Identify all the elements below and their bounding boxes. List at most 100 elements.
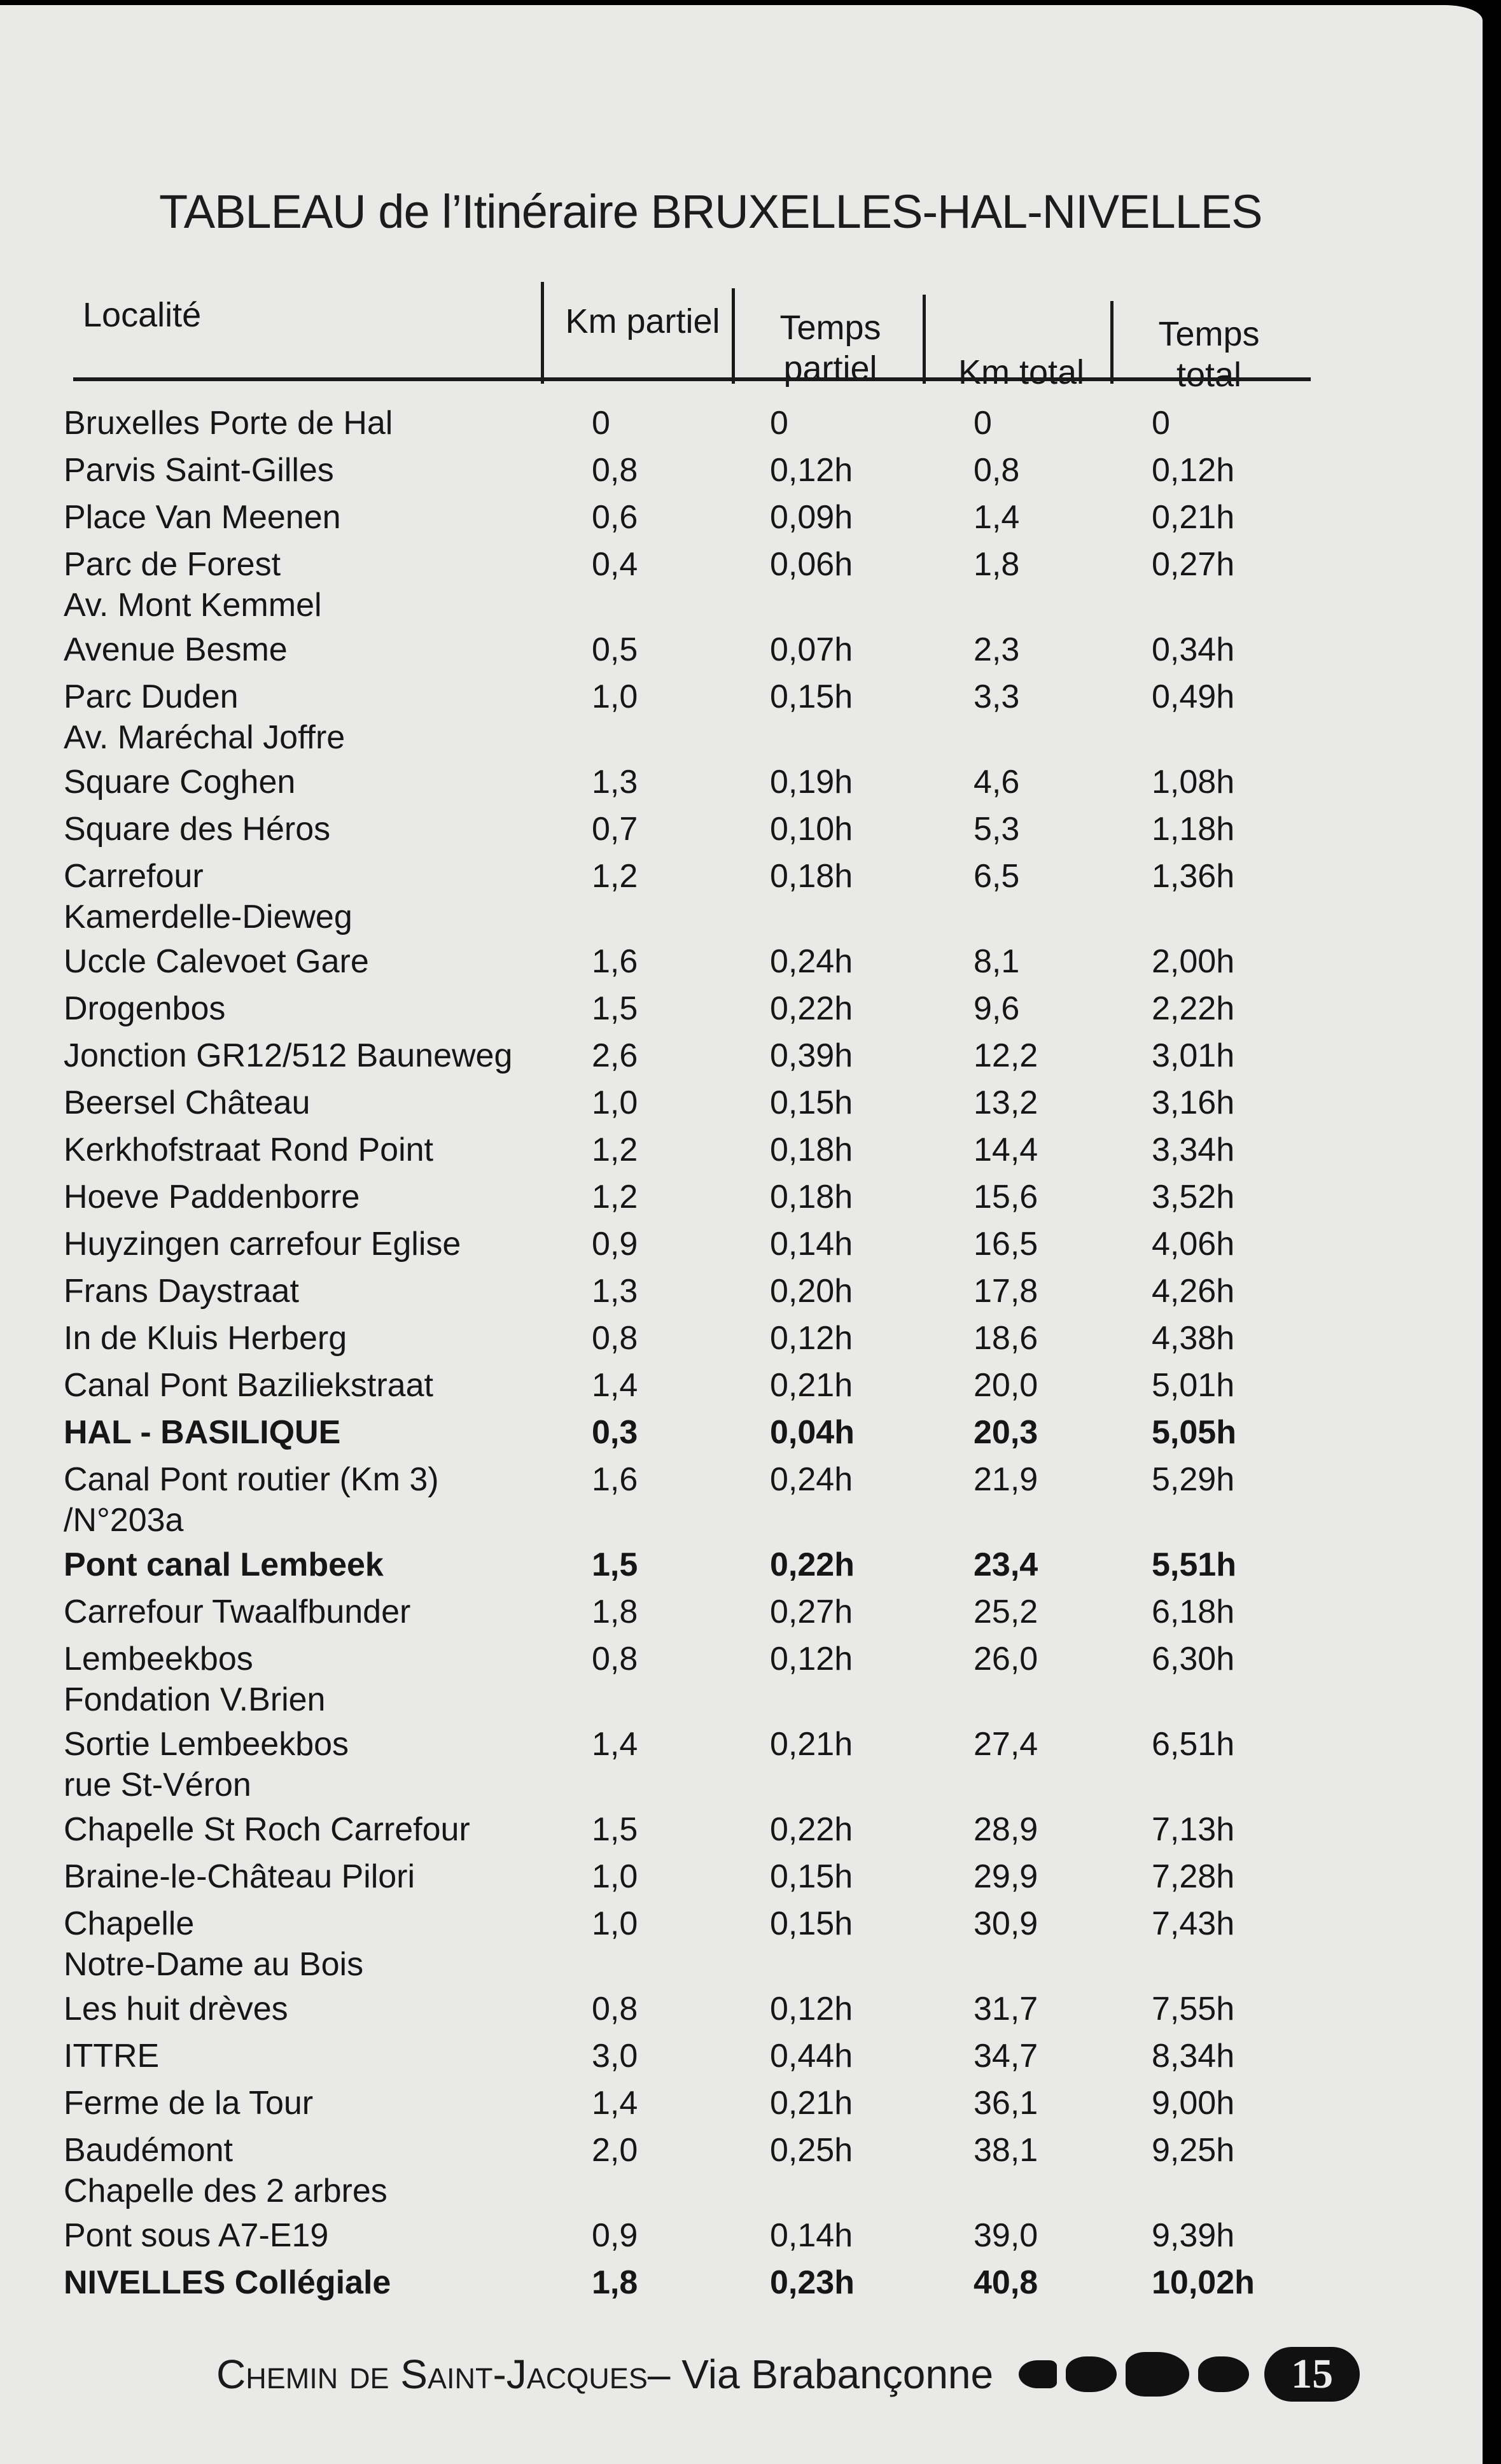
locality-detail: /N°203a — [64, 1502, 184, 1539]
cell-time-total: 7,13h — [1152, 1811, 1235, 1848]
column-divider — [541, 282, 544, 384]
cell-locality: ITTRE — [57, 2036, 566, 2076]
cell-time-total: 0,27h — [1152, 546, 1235, 583]
cell-km-total: 39,0 — [974, 2217, 1038, 2254]
cell-time-total: 0,49h — [1152, 678, 1235, 715]
cell-time-partial: 0,25h — [770, 2132, 853, 2169]
cell-time-partial: 0,20h — [770, 1273, 853, 1310]
cell-locality: Ferme de la Tour — [57, 2083, 566, 2124]
cell-time-total: 5,01h — [1152, 1367, 1235, 1404]
header-time-partial: Temps partiel — [779, 309, 881, 388]
cell-locality: HAL - BASILIQUE — [57, 1412, 566, 1453]
cell-km-partial: 3,0 — [592, 2038, 638, 2075]
locality-name: Beersel Château — [64, 1084, 311, 1121]
cell-km-total: 9,6 — [974, 990, 1020, 1027]
table-row: Chapelle Notre-Dame au Bois 1,0 0,15h 30,9 7,… — [57, 1903, 1311, 1985]
cell-time-partial: 0,15h — [770, 1858, 853, 1895]
cell-locality: Pont canal Lembeek — [57, 1544, 566, 1585]
table-row: Square des Héros 0,7 0,10h 5,3 1,18h — [57, 809, 1311, 850]
table-row: HAL - BASILIQUE 0,3 0,04h 20,3 5,05h — [57, 1412, 1311, 1453]
cell-time-partial: 0,07h — [770, 631, 853, 668]
locality-name: Huyzingen carrefour Eglise — [64, 1226, 461, 1263]
cell-time-partial: 0,12h — [770, 1991, 853, 2027]
cell-time-partial: 0 — [770, 405, 788, 442]
locality-name: Braine-le-Château Pilori — [64, 1858, 415, 1895]
table-row: Parc de Forest Av. Mont Kemmel 0,4 0,06h 1,8… — [57, 544, 1311, 626]
cell-time-total: 5,29h — [1152, 1461, 1235, 1498]
locality-detail: Av. Mont Kemmel — [64, 587, 322, 624]
cell-km-partial: 1,5 — [592, 1811, 638, 1848]
cell-km-partial: 0,8 — [592, 1320, 638, 1357]
locality-detail: Notre-Dame au Bois — [64, 1946, 364, 1983]
cell-time-partial: 0,12h — [770, 1320, 853, 1357]
locality-name: HAL - BASILIQUE — [64, 1414, 341, 1451]
cell-km-partial: 1,3 — [592, 1273, 638, 1310]
cell-time-total: 2,22h — [1152, 990, 1235, 1027]
cell-locality: Drogenbos — [57, 988, 566, 1029]
cell-time-total: 3,52h — [1152, 1179, 1235, 1215]
locality-name: Parc Duden — [64, 678, 239, 715]
cell-time-total: 9,00h — [1152, 2085, 1235, 2122]
cell-km-total: 0 — [974, 405, 992, 442]
header-time-total: Temps total — [1158, 315, 1260, 394]
cell-locality: NIVELLES Collégiale — [57, 2262, 566, 2303]
cell-locality: Parc Duden Av. Maréchal Joffre — [57, 676, 566, 758]
cell-km-total: 30,9 — [974, 1905, 1038, 1942]
cell-km-total: 15,6 — [974, 1179, 1038, 1215]
locality-name: Kerkhofstraat Rond Point — [64, 1131, 433, 1168]
table-row: Pont sous A7-E19 0,9 0,14h 39,0 9,39h — [57, 2215, 1311, 2256]
footer-decoration: 15 — [1019, 2347, 1360, 2402]
cell-time-partial: 0,14h — [770, 1226, 853, 1263]
cell-locality: Braine-le-Château Pilori — [57, 1856, 566, 1897]
cell-time-partial: 0,27h — [770, 1593, 853, 1630]
locality-name: ITTRE — [64, 2038, 160, 2075]
cell-km-partial: 1,0 — [592, 1905, 638, 1942]
cell-locality: Canal Pont routier (Km 3) /N°203a — [57, 1459, 566, 1541]
cell-time-partial: 0,44h — [770, 2038, 853, 2075]
cell-locality: Frans Daystraat — [57, 1271, 566, 1312]
cell-km-total: 20,0 — [974, 1367, 1038, 1404]
cell-km-partial: 1,2 — [592, 1179, 638, 1215]
cell-time-total: 10,02h — [1152, 2264, 1255, 2301]
cell-km-partial: 0,5 — [592, 631, 638, 668]
cell-locality: Lembeekbos Fondation V.Brien — [57, 1639, 566, 1720]
locality-name: Baudémont — [64, 2132, 233, 2169]
cell-km-total: 12,2 — [974, 1037, 1038, 1074]
cell-km-total: 34,7 — [974, 2038, 1038, 2075]
cell-km-partial: 1,8 — [592, 1593, 638, 1630]
cell-km-partial: 0,9 — [592, 2217, 638, 2254]
cell-km-total: 23,4 — [974, 1546, 1038, 1583]
page-footer: Chemin de Saint-Jacques – Via Brabançonn… — [216, 2347, 1360, 2402]
cell-km-partial: 1,0 — [592, 1084, 638, 1121]
cell-locality: Chapelle Notre-Dame au Bois — [57, 1903, 566, 1985]
cell-locality: Canal Pont Baziliekstraat — [57, 1365, 566, 1406]
locality-name: Square Coghen — [64, 764, 296, 801]
cell-locality: Square Coghen — [57, 762, 566, 802]
locality-name: Carrefour — [64, 858, 204, 895]
cell-km-partial: 2,6 — [592, 1037, 638, 1074]
cell-locality: Avenue Besme — [57, 629, 566, 670]
cell-locality: Square des Héros — [57, 809, 566, 850]
cell-km-partial: 0,9 — [592, 1226, 638, 1263]
locality-name: Pont canal Lembeek — [64, 1546, 384, 1583]
cell-km-total: 40,8 — [974, 2264, 1038, 2301]
cell-km-total: 3,3 — [974, 678, 1020, 715]
cell-time-partial: 0,22h — [770, 1546, 855, 1583]
cell-locality: Jonction GR12/512 Bauneweg — [57, 1035, 566, 1076]
cell-time-partial: 0,04h — [770, 1414, 855, 1451]
table-row: Parc Duden Av. Maréchal Joffre 1,0 0,15h 3,3… — [57, 676, 1311, 758]
table-row: Ferme de la Tour 1,4 0,21h 36,1 9,00h — [57, 2083, 1311, 2124]
cell-time-total: 9,25h — [1152, 2132, 1235, 2169]
table-row: Baudémont Chapelle des 2 arbres 2,0 0,25h 38… — [57, 2130, 1311, 2211]
column-divider — [732, 288, 735, 384]
header-locality: Localité — [83, 296, 202, 334]
table-row: Avenue Besme 0,5 0,07h 2,3 0,34h — [57, 629, 1311, 670]
table-row: Huyzingen carrefour Eglise 0,9 0,14h 16,5 4,… — [57, 1224, 1311, 1264]
table-row: Canal Pont routier (Km 3) /N°203a 1,6 0,24h… — [57, 1459, 1311, 1541]
cell-time-total: 4,38h — [1152, 1320, 1235, 1357]
page-number: 15 — [1264, 2347, 1360, 2402]
cell-time-total: 4,26h — [1152, 1273, 1235, 1310]
table-row: Sortie Lembeekbos rue St-Véron 1,4 0,21h 27,… — [57, 1724, 1311, 1805]
locality-name: Bruxelles Porte de Hal — [64, 405, 393, 442]
table-row: Hoeve Paddenborre 1,2 0,18h 15,6 3,52h — [57, 1177, 1311, 1217]
